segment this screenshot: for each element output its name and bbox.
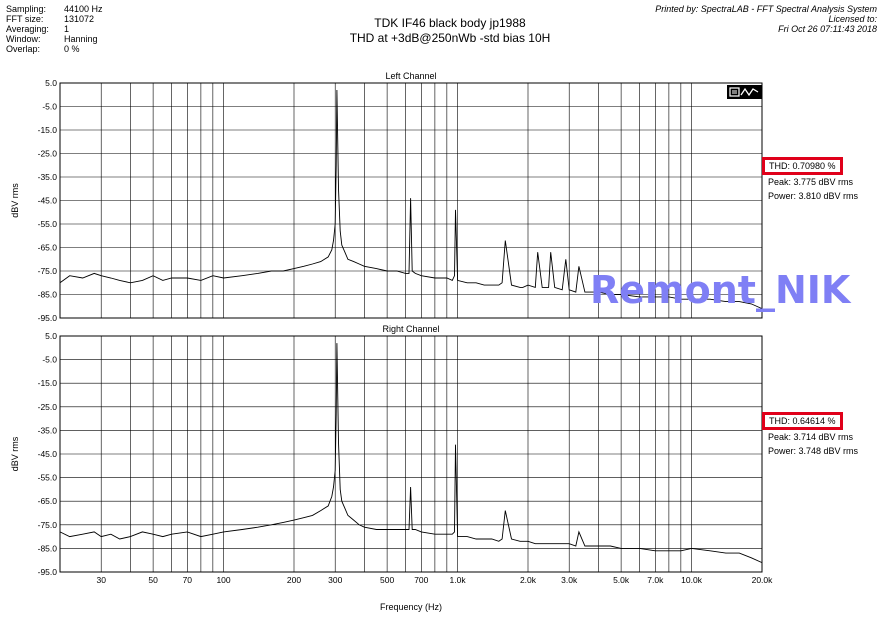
y-tick-label: -5.0 [42, 102, 57, 112]
setting-key: FFT size: [6, 14, 44, 24]
y-tick-label: -55.0 [38, 219, 58, 229]
spectrum-toolbar-icon[interactable] [727, 85, 762, 99]
print-info: Printed by: SpectraLAB - FFT Spectral An… [655, 4, 877, 34]
plot-frame [59, 82, 763, 319]
right-peak-readout: Peak: 3.714 dBV rms [768, 432, 854, 442]
setting-row: Window: Hanning [6, 34, 126, 44]
x-tick-label: 7.0k [647, 575, 664, 585]
y-tick-label: -55.0 [38, 473, 58, 483]
y-axis-label: dBV rms [10, 436, 20, 471]
setting-key: Window: [6, 34, 41, 44]
setting-row: Sampling: 44100 Hz [6, 4, 126, 14]
setting-value: 44100 Hz [64, 4, 103, 14]
spectrum-trace [59, 89, 763, 310]
setting-row: FFT size: 131072 [6, 14, 126, 24]
x-tick-label: 30 [96, 575, 106, 585]
y-tick-label: -35.0 [38, 425, 58, 435]
y-axis-label: dBV rms [10, 183, 20, 218]
right-thd-readout: THD: 0.64614 % [762, 412, 843, 430]
x-tick-label: 300 [328, 575, 342, 585]
y-tick-label: -95.0 [38, 313, 58, 323]
spectrum-trace [59, 343, 763, 564]
setting-key: Averaging: [6, 24, 49, 34]
y-tick-label: -65.0 [38, 243, 58, 253]
y-tick-label: -65.0 [38, 496, 58, 506]
chart-subtitle: THD at +3dB@250nWb -std bias 10H [349, 31, 551, 45]
chart-title: TDK IF46 black body jp1988 [374, 16, 526, 30]
x-tick-label: 100 [216, 575, 230, 585]
x-tick-label: 50 [148, 575, 158, 585]
left-power-readout: Power: 3.810 dBV rms [768, 191, 859, 201]
y-tick-label: 5.0 [45, 78, 57, 88]
print-timestamp: Fri Oct 26 07:11:43 2018 [778, 24, 877, 34]
setting-row: Averaging: 1 [6, 24, 126, 34]
left-channel-stats: THD: 0.70980 % Peak: 3.775 dBV rms Power… [762, 157, 858, 203]
channel-title: Right Channel [382, 324, 439, 334]
y-tick-label: -5.0 [42, 355, 57, 365]
setting-row: Overlap: 0 % [6, 44, 126, 54]
acquisition-settings: Sampling: 44100 Hz FFT size: 131072 Averag… [6, 4, 126, 54]
y-tick-label: -15.0 [38, 125, 58, 135]
right-channel-stats: THD: 0.64614 % Peak: 3.714 dBV rms Power… [762, 412, 858, 458]
x-tick-label: 20.0k [752, 575, 774, 585]
plot-frame [59, 335, 763, 573]
x-tick-label: 200 [287, 575, 301, 585]
y-tick-label: -85.0 [38, 543, 58, 553]
setting-value: 1 [64, 24, 70, 34]
printed-by: Printed by: SpectraLAB - FFT Spectral An… [655, 4, 877, 14]
setting-value: 131072 [64, 14, 95, 24]
y-tick-label: -15.0 [38, 378, 58, 388]
y-tick-label: -25.0 [38, 402, 58, 412]
setting-value: 0 % [64, 44, 80, 54]
y-tick-label: -75.0 [38, 266, 58, 276]
y-tick-label: -35.0 [38, 172, 58, 182]
y-tick-label: -25.0 [38, 149, 58, 159]
y-tick-label: -45.0 [38, 196, 58, 206]
right-power-readout: Power: 3.748 dBV rms [768, 446, 859, 456]
x-tick-label: 500 [380, 575, 394, 585]
x-tick-label: 70 [183, 575, 193, 585]
x-tick-label: 700 [414, 575, 428, 585]
x-tick-label: 3.0k [561, 575, 578, 585]
licensed-to: Licensed to: [828, 14, 877, 24]
y-tick-label: -45.0 [38, 449, 58, 459]
chart-header: TDK IF46 black body jp1988 THD at +3dB@2… [300, 16, 600, 46]
x-axis-label: Frequency (Hz) [380, 602, 442, 612]
setting-key: Sampling: [6, 4, 47, 14]
x-tick-label: 1.0k [450, 575, 467, 585]
x-tick-label: 5.0k [613, 575, 630, 585]
setting-key: Overlap: [6, 44, 41, 54]
left-thd-readout: THD: 0.70980 % [762, 157, 843, 175]
x-tick-label: 2.0k [520, 575, 537, 585]
y-tick-label: -95.0 [38, 567, 58, 577]
y-tick-label: -75.0 [38, 520, 58, 530]
channel-title: Left Channel [385, 71, 436, 81]
x-tick-label: 10.0k [681, 575, 703, 585]
watermark-text: Remont_NIK [590, 268, 851, 312]
y-tick-label: 5.0 [45, 331, 57, 341]
left-peak-readout: Peak: 3.775 dBV rms [768, 177, 854, 187]
y-tick-label: -85.0 [38, 290, 58, 300]
setting-value: Hanning [64, 34, 98, 44]
